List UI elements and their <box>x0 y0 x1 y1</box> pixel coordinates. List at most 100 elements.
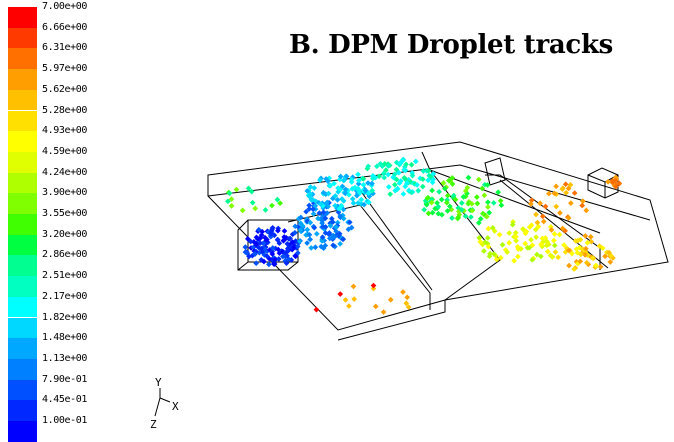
droplet <box>308 196 315 203</box>
droplet <box>442 185 448 192</box>
legend-swatch <box>8 131 37 152</box>
legend-swatch <box>8 48 37 70</box>
droplet <box>479 185 486 192</box>
droplet <box>424 195 431 202</box>
legend-label: 5.97e+00 <box>42 63 87 75</box>
droplet <box>597 263 604 270</box>
droplet <box>308 245 315 251</box>
droplet <box>365 180 371 186</box>
legend-label: 1.00e-01 <box>42 415 87 426</box>
droplet <box>307 236 313 243</box>
droplet <box>400 191 407 197</box>
legend-swatch <box>8 234 37 256</box>
droplet <box>566 262 572 269</box>
droplet <box>485 204 491 210</box>
legend-swatch <box>8 172 37 194</box>
droplet <box>528 197 535 204</box>
droplet <box>435 210 442 217</box>
droplet <box>524 244 531 251</box>
droplet <box>452 196 459 203</box>
droplet <box>509 221 516 228</box>
droplet <box>460 194 467 200</box>
droplet <box>341 177 347 184</box>
legend-swatch <box>8 214 37 235</box>
droplet <box>444 208 451 214</box>
y-axis-label: Y <box>155 376 162 389</box>
legend-swatch <box>8 296 37 318</box>
droplet <box>381 161 388 167</box>
droplet <box>444 192 451 199</box>
droplet <box>239 207 246 214</box>
droplet <box>282 249 288 256</box>
droplet <box>522 240 529 247</box>
droplet <box>310 210 317 217</box>
droplet <box>264 236 270 243</box>
droplet <box>553 203 560 210</box>
droplet <box>551 231 558 237</box>
droplet <box>346 191 352 198</box>
droplet <box>529 242 536 249</box>
droplet <box>281 228 288 234</box>
droplet <box>449 175 456 181</box>
droplet-particles <box>225 156 623 315</box>
droplet <box>609 177 616 184</box>
droplet <box>365 163 372 170</box>
droplet <box>528 236 534 243</box>
legend-swatch <box>8 27 37 49</box>
axis-triad: Y X Z <box>150 376 179 430</box>
droplet <box>332 193 339 199</box>
droplet <box>337 213 343 220</box>
droplet <box>571 266 577 272</box>
droplet <box>539 213 546 220</box>
droplet <box>370 285 377 292</box>
droplet <box>419 183 426 190</box>
droplet <box>578 251 584 258</box>
droplet <box>512 229 519 236</box>
droplet <box>438 196 445 203</box>
legend-label: 5.62e+00 <box>42 83 87 95</box>
droplet <box>572 238 579 244</box>
legend-label: 5.28e+00 <box>42 104 87 116</box>
droplet <box>346 219 353 226</box>
droplet <box>616 180 623 187</box>
legend-entry: 4.93e+00 <box>6 125 146 152</box>
droplet <box>419 176 426 183</box>
droplet <box>580 198 586 204</box>
droplet <box>499 241 506 248</box>
droplet <box>465 174 472 181</box>
droplet <box>485 199 491 206</box>
droplet <box>484 235 491 241</box>
droplet <box>257 235 264 241</box>
droplet <box>325 190 332 197</box>
droplet <box>269 251 276 257</box>
droplet <box>306 231 313 238</box>
legend-entry: 5.97e+00 <box>6 63 146 90</box>
droplet <box>304 240 310 246</box>
droplet <box>605 178 611 185</box>
droplet <box>546 190 552 197</box>
droplet <box>469 207 476 214</box>
droplet <box>391 171 398 178</box>
droplet <box>292 223 299 230</box>
legend-label: 4.93e+00 <box>42 125 87 137</box>
partition-5 <box>485 174 601 270</box>
droplet <box>355 181 362 187</box>
droplet <box>587 234 594 240</box>
z-axis-label: Z <box>150 418 157 430</box>
droplet <box>428 199 435 206</box>
droplet <box>560 185 566 191</box>
legend-swatch <box>8 110 37 132</box>
droplet <box>551 242 558 249</box>
droplet <box>292 229 298 236</box>
droplet <box>450 192 457 199</box>
droplet <box>387 296 394 303</box>
droplet <box>446 177 452 184</box>
legend-entry: 6.31e+00 <box>6 42 146 70</box>
legend-swatch <box>8 400 37 421</box>
droplet <box>380 170 387 177</box>
droplet <box>303 232 309 238</box>
droplet <box>245 185 252 192</box>
droplet <box>327 222 334 229</box>
droplet <box>429 209 436 216</box>
cylinder <box>484 157 506 186</box>
